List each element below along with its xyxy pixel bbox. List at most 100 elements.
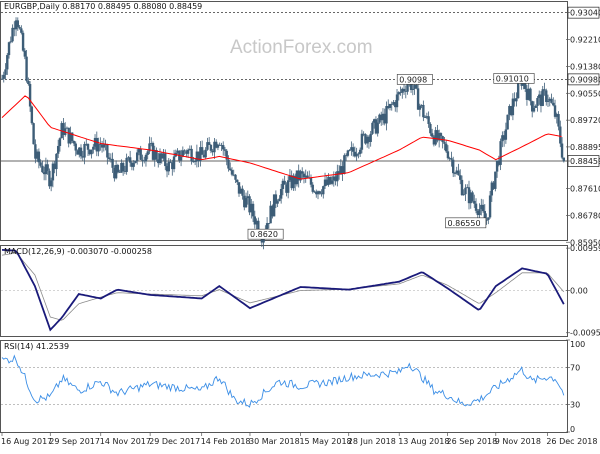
candle-body [232, 174, 235, 176]
price-annotation-box [247, 228, 284, 240]
candle-body [278, 198, 281, 202]
candle-body [539, 94, 543, 106]
candle-body [487, 217, 490, 220]
candle-body [441, 136, 444, 143]
candle-body [42, 172, 46, 175]
candle-body [448, 158, 451, 159]
x-tick-label: 28 Jun 2018 [348, 437, 396, 446]
candle-body [255, 220, 258, 225]
y-tick-label: 0.86780 [570, 211, 600, 220]
candle-body [369, 133, 372, 142]
candle-body [492, 182, 495, 189]
candle-body [269, 205, 272, 224]
candle-body [151, 142, 155, 160]
macd-panel-frame [0, 245, 568, 337]
candle-body [167, 161, 170, 172]
candle-body [351, 147, 355, 152]
candle-body [367, 136, 371, 142]
candle-body [423, 117, 427, 119]
rsi-tick-label: 0 [570, 425, 575, 434]
candle-body [499, 141, 502, 165]
candle-body [25, 56, 28, 81]
macd-line [1, 249, 565, 332]
candle-body [272, 194, 276, 217]
candle-body [7, 42, 11, 56]
candle-body [464, 187, 467, 195]
candle-body [125, 157, 128, 172]
x-tick-label: 14 Feb 2018 [201, 437, 251, 446]
candle-body [380, 114, 383, 121]
candle-body [72, 141, 76, 144]
candle-body [534, 105, 537, 108]
candle-body [562, 157, 566, 162]
moving-average-line [1, 95, 562, 180]
candle-body [427, 116, 430, 124]
candle-body [97, 144, 100, 152]
candle-body [474, 203, 478, 211]
candle-body [220, 145, 223, 146]
x-tick-label: 16 Aug 2017 [1, 437, 52, 446]
candle-body [332, 176, 336, 181]
macd-tick-label: 0.009593 [570, 244, 600, 253]
candle-body [229, 168, 232, 171]
candle-body [21, 32, 25, 51]
candle-body [137, 148, 141, 153]
candle-body [466, 187, 469, 189]
candle-body [395, 94, 399, 108]
candle-body [223, 149, 227, 151]
candle-body [153, 149, 156, 160]
candle-body [523, 81, 527, 89]
candle-body [204, 149, 207, 158]
candle-body [555, 114, 558, 117]
candle-body [132, 162, 135, 167]
candle-body [444, 143, 448, 152]
candle-body [378, 114, 381, 123]
candle-body [78, 147, 81, 155]
candle-body [350, 147, 353, 151]
candle-body [90, 149, 93, 155]
candle-body [157, 159, 160, 164]
rsi-panel-frame [0, 340, 568, 433]
candle-body [244, 198, 248, 208]
candle-body [253, 216, 257, 225]
candle-body [330, 180, 334, 184]
candle-body [14, 20, 18, 30]
candle-body [390, 103, 393, 105]
candle-body [55, 153, 58, 170]
x-tick-label: 26 Sep 2018 [446, 437, 497, 446]
candle-body [139, 148, 142, 160]
candle-body [508, 106, 511, 115]
candle-body [329, 176, 332, 184]
candle-body [267, 223, 271, 224]
price-annotation-box [493, 73, 535, 84]
candle-body [546, 100, 550, 102]
candle-body [144, 154, 148, 162]
candle-body [545, 90, 548, 102]
candle-body [206, 142, 209, 150]
candle-body [227, 159, 230, 169]
candle-body [23, 50, 27, 57]
candle-body [459, 175, 462, 180]
watermark: ActionForex.com [230, 37, 373, 58]
candle-body [443, 142, 446, 144]
candle-body [95, 137, 99, 152]
candle-body [559, 126, 562, 144]
x-tick-label: 14 Nov 2017 [100, 437, 151, 446]
candle-body [320, 193, 323, 195]
candle-body [150, 142, 153, 144]
candle-body [128, 157, 132, 163]
candle-body [118, 171, 121, 173]
candle-body [243, 195, 246, 208]
candle-body [509, 106, 513, 116]
candle-body [79, 147, 83, 157]
candle-body [488, 195, 492, 218]
candle-body [48, 170, 51, 187]
y-tick-label: 0.88459 [570, 157, 600, 166]
candle-body [557, 114, 560, 127]
candle-body [365, 136, 369, 144]
candle-body [111, 158, 114, 168]
x-tick-label: 30 Mar 2018 [249, 437, 300, 446]
candle-body [538, 94, 541, 98]
candle-body [402, 88, 406, 92]
candle-body [494, 171, 497, 189]
